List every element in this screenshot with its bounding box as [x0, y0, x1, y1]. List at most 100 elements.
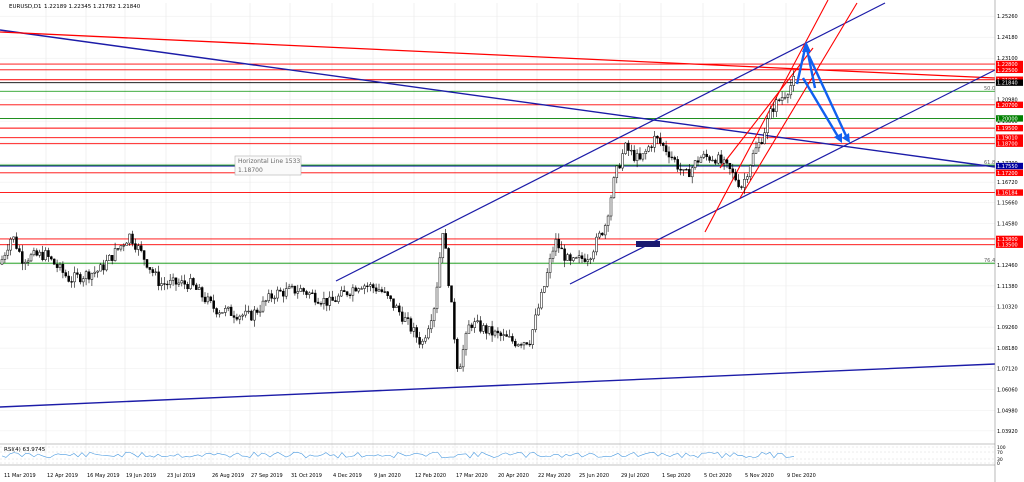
- tooltip-value: 1.18700: [238, 167, 263, 174]
- price-labels: 1.228001.225001.219901.218401.207001.200…: [996, 60, 1023, 249]
- bull-candle: [635, 153, 639, 161]
- price-tick-label: 1.11380: [997, 284, 1018, 290]
- price-tick-label: 1.08180: [997, 346, 1018, 352]
- bull-candle: [412, 327, 416, 332]
- price-label-box: [996, 79, 1023, 86]
- bull-candle: [224, 308, 227, 313]
- rsi-tick-label: 30: [997, 457, 1003, 463]
- bull-candle: [168, 279, 172, 285]
- price-tick-label: 1.09260: [997, 325, 1018, 331]
- bear-candle: [64, 272, 68, 277]
- bull-candle: [128, 233, 131, 244]
- bear-candle: [374, 287, 378, 292]
- bull-candle: [238, 315, 242, 320]
- bull-candle: [458, 366, 462, 369]
- price-tick-label: 1.19860: [997, 119, 1018, 125]
- bull-candle: [653, 135, 656, 148]
- bear-candle: [679, 168, 682, 171]
- bull-candle: [775, 99, 778, 112]
- date-tick-label: 29 Jul 2020: [621, 473, 649, 479]
- bull-candle: [748, 165, 752, 177]
- bull-candle: [403, 317, 407, 322]
- forecast-arrow-down-2: [801, 77, 842, 141]
- bull-candle: [206, 296, 210, 303]
- bear-candle: [685, 169, 688, 171]
- bull-candle: [621, 153, 624, 169]
- bear-candle: [618, 165, 621, 169]
- blue-arrows: [795, 41, 850, 143]
- bear-candle: [496, 330, 500, 334]
- bull-candle: [711, 159, 714, 162]
- date-tick-label: 5 Oct 2020: [704, 473, 732, 479]
- price-label-text: 1.19010: [997, 136, 1018, 142]
- bear-candle: [511, 336, 514, 342]
- bear-candle: [200, 287, 204, 298]
- bear-candle: [342, 290, 346, 292]
- arrow-head-down-1: [842, 133, 850, 143]
- price-tick-label: 1.03920: [997, 429, 1018, 435]
- price-label-text: 1.20700: [997, 103, 1018, 109]
- bear-candle: [714, 159, 717, 164]
- date-tick-label: 11 Mar 2019: [4, 473, 36, 479]
- date-tick-label: 26 Aug 2019: [212, 473, 244, 479]
- bear-candle: [650, 146, 653, 148]
- price-label-text: 1.21840: [997, 81, 1018, 87]
- date-tick-label: 9 Jan 2020: [374, 473, 401, 479]
- price-label-box: [996, 162, 1023, 170]
- bull-candle: [508, 336, 511, 338]
- price-label-text: 1.13800: [997, 237, 1018, 243]
- bull-candle: [119, 245, 123, 250]
- price-label-text: 1.17550: [997, 164, 1018, 170]
- bull-candle: [340, 290, 343, 297]
- bull-candle: [615, 165, 619, 178]
- bull-candle: [363, 285, 366, 289]
- bear-candle: [519, 344, 523, 346]
- bull-candle: [377, 289, 381, 292]
- bull-candle: [96, 270, 99, 273]
- bull-candle: [241, 314, 244, 317]
- bear-candle: [557, 239, 561, 249]
- price-label-text: 1.13500: [997, 243, 1018, 249]
- bull-candle: [595, 236, 598, 253]
- bull-candle: [424, 337, 427, 342]
- bull-candle: [769, 108, 772, 120]
- date-tick-label: 20 Apr 2020: [498, 473, 529, 479]
- bear-candle: [21, 251, 24, 264]
- bear-candle: [50, 256, 53, 260]
- date-tick-label: 23 Jul 2019: [167, 473, 195, 479]
- rsi-tick-label: 70: [997, 450, 1003, 456]
- bull-candle: [90, 273, 94, 280]
- bear-candle: [470, 324, 474, 328]
- date-tick-label: 17 Mar 2020: [456, 473, 488, 479]
- bull-candle: [592, 251, 595, 260]
- bear-candle: [563, 248, 566, 261]
- bear-candle: [731, 168, 735, 173]
- bear-candle: [302, 288, 305, 292]
- price-tick-label: 1.24180: [997, 35, 1018, 41]
- bear-candle: [661, 143, 665, 146]
- bull-candle: [540, 292, 543, 309]
- bear-candle: [638, 153, 642, 160]
- bear-candle: [102, 264, 105, 271]
- bear-candle: [580, 255, 584, 259]
- bear-candle: [163, 283, 166, 285]
- bull-candle: [606, 215, 610, 226]
- red-channel-right: [739, 2, 858, 199]
- bull-candle: [531, 329, 534, 345]
- bear-candle: [514, 340, 517, 347]
- bear-candle: [380, 289, 384, 292]
- bear-candle: [627, 142, 630, 151]
- bull-candle: [757, 142, 761, 149]
- bear-candle: [87, 271, 91, 280]
- bull-candle: [296, 291, 300, 294]
- bull-candle: [693, 160, 697, 168]
- price-tick-label: 1.16720: [997, 180, 1018, 186]
- bear-candle: [583, 258, 587, 262]
- bear-candle: [400, 311, 404, 322]
- price-tick-label: 1.07120: [997, 367, 1018, 373]
- price-tick-label: 1.10320: [997, 305, 1018, 311]
- bear-candle: [195, 284, 198, 290]
- upper-channel-line: [335, 2, 886, 282]
- date-tick-label: 19 Jun 2019: [126, 473, 156, 479]
